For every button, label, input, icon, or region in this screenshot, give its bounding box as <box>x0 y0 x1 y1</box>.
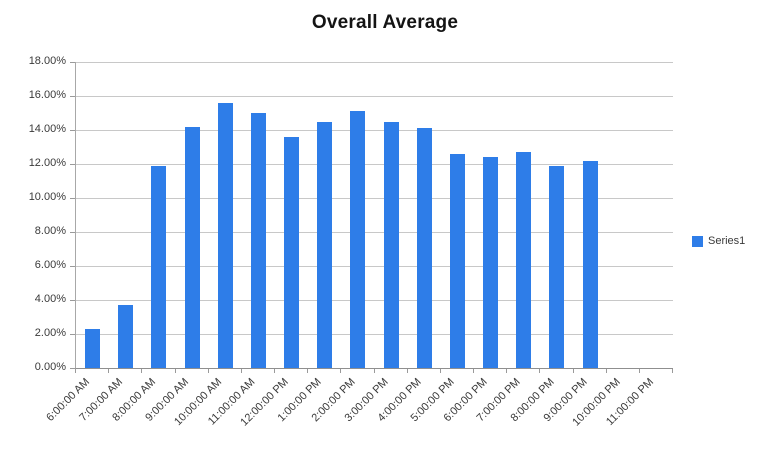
y-tick-0 <box>70 368 75 369</box>
x-tick-7 <box>307 369 309 373</box>
y-axis-label-8: 8.00% <box>34 225 66 237</box>
gridline-2 <box>76 334 673 335</box>
y-tick-4 <box>70 300 75 301</box>
bar-2-00-00-pm <box>350 111 366 368</box>
y-tick-16 <box>70 96 75 97</box>
gridline-10 <box>76 198 673 199</box>
x-tick-13 <box>506 369 508 373</box>
x-tick-9 <box>373 369 375 373</box>
y-axis-label-16: 16.00% <box>28 89 66 101</box>
chart-title: Overall Average <box>311 12 459 33</box>
y-axis-label-4: 4.00% <box>34 293 66 305</box>
gridline-6 <box>76 266 673 267</box>
bar-8-00-00-pm <box>549 165 565 368</box>
bar-3-00-00-pm <box>383 121 399 368</box>
x-tick-6 <box>274 369 275 373</box>
y-tick-8 <box>70 232 75 233</box>
bar-9-00-00-am <box>184 126 200 368</box>
bar-10-00-00-am <box>217 102 233 368</box>
x-tick-3 <box>174 369 176 373</box>
x-tick-10 <box>406 369 408 373</box>
gridline-4 <box>76 300 673 301</box>
y-tick-12 <box>70 164 75 165</box>
legend-swatch-series1 <box>692 236 703 247</box>
gridline-12 <box>76 164 673 165</box>
y-axis-label-10: 10.00% <box>28 191 66 203</box>
plot-area <box>75 62 673 369</box>
x-tick-5 <box>240 369 242 373</box>
bar-7-00-00-am <box>118 305 134 368</box>
bar-1-00-00-pm <box>317 121 333 368</box>
x-tick-2 <box>141 369 143 373</box>
bar-7-00-00-pm <box>516 152 532 368</box>
x-tick-0 <box>75 369 76 373</box>
gridline-14 <box>76 130 673 131</box>
x-tick-15 <box>572 369 574 373</box>
y-tick-14 <box>70 130 75 131</box>
bar-5-00-00-pm <box>449 153 465 368</box>
bar-4-00-00-pm <box>416 128 432 368</box>
y-tick-6 <box>70 266 75 267</box>
gridline-16 <box>76 96 673 97</box>
bar-12-00-00-pm <box>284 136 300 368</box>
gridline-8 <box>76 232 673 233</box>
legend-label-series1: Series1 <box>708 235 746 247</box>
bar-8-00-00-am <box>151 165 167 368</box>
bar-11-00-00-am <box>250 113 266 368</box>
bar-6-00-00-am <box>85 328 101 368</box>
x-tick-16 <box>605 369 607 373</box>
y-axis-label-18: 18.00% <box>28 55 66 67</box>
x-tick-18 <box>672 369 673 373</box>
y-tick-2 <box>70 334 75 335</box>
y-tick-18 <box>70 62 75 63</box>
x-tick-12 <box>473 369 474 373</box>
y-axis-label-12: 12.00% <box>28 157 66 169</box>
y-axis-label-14: 14.00% <box>28 123 66 135</box>
y-axis-label-0: 0.00% <box>34 361 66 373</box>
x-tick-4 <box>207 369 209 373</box>
y-tick-10 <box>70 198 75 199</box>
x-tick-1 <box>108 369 110 373</box>
y-axis-label-2: 2.00% <box>34 327 66 339</box>
y-axis-label-6: 6.00% <box>34 259 66 271</box>
gridline-18 <box>76 62 673 63</box>
x-tick-17 <box>638 369 640 373</box>
x-tick-8 <box>340 369 342 373</box>
x-tick-14 <box>539 369 541 373</box>
legend: Series1 <box>692 235 745 248</box>
x-tick-11 <box>439 369 441 373</box>
bar-9-00-00-pm <box>582 160 598 368</box>
bar-6-00-00-pm <box>483 157 499 368</box>
